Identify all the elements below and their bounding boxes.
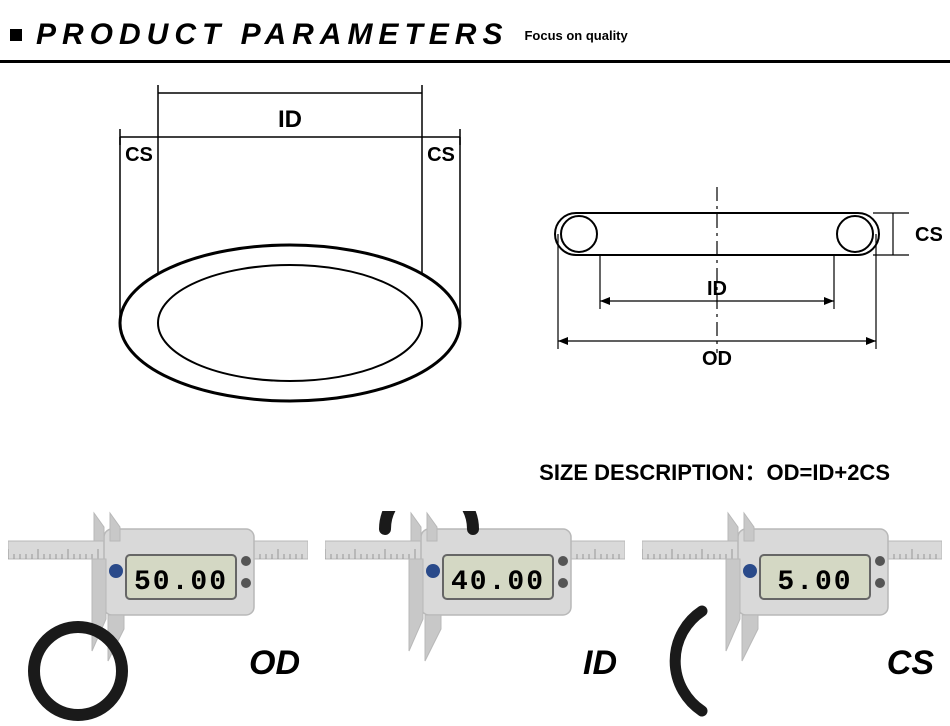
- caliper-jaw-inside-moving: [744, 513, 754, 541]
- caliper-svg: 40.00: [325, 511, 625, 721]
- diagram-area: ID CS CS CS ID OD: [0, 63, 950, 463]
- bullet-icon: [10, 29, 22, 41]
- id-label-cross: ID: [707, 278, 727, 300]
- brand-badge-icon: [743, 564, 757, 578]
- caliper-jaw-fixed: [726, 559, 740, 651]
- caliper-button-icon: [241, 556, 251, 566]
- diagram-svg: ID CS CS CS ID OD: [0, 63, 950, 463]
- caliper-jaw-inside-moving: [110, 513, 120, 541]
- caliper-button-icon: [241, 578, 251, 588]
- caliper-svg: 5.00: [642, 511, 942, 721]
- cross-section-left-circle: [561, 216, 597, 252]
- caliper-jaw-inside-moving: [427, 513, 437, 541]
- calipers-row: 50.00 OD 40.00 ID 5.00 CS: [0, 511, 950, 721]
- caliper-measure-label: CS: [887, 644, 934, 683]
- cs-label-right: CS: [427, 144, 455, 166]
- caliper-reading: 50.00: [134, 567, 228, 598]
- id-label-left: ID: [278, 106, 302, 133]
- page-title: PRODUCT PARAMETERS: [36, 18, 508, 52]
- caliper-jaw-inside-fixed: [411, 513, 421, 541]
- caliper-button-icon: [875, 578, 885, 588]
- cs-label-cross: CS: [915, 224, 943, 246]
- oring-inner-ellipse: [158, 265, 422, 381]
- caliper-svg: 50.00: [8, 511, 308, 721]
- caliper-jaw-moving: [742, 615, 758, 661]
- caliper-button-icon: [875, 556, 885, 566]
- oring-sample: [34, 627, 122, 715]
- caliper-measure-label: ID: [583, 644, 617, 683]
- cs-label-left: CS: [125, 144, 153, 166]
- brand-badge-icon: [426, 564, 440, 578]
- page-subtitle: Focus on quality: [524, 28, 627, 43]
- od-label-cross: OD: [702, 348, 732, 370]
- caliper-jaw-inside-fixed: [728, 513, 738, 541]
- caliper-jaw-fixed: [409, 559, 423, 651]
- caliper-measure-label: OD: [249, 644, 300, 683]
- caliper-cell: 5.00 CS: [642, 511, 942, 721]
- cross-section-right-circle: [837, 216, 873, 252]
- caliper-reading: 40.00: [451, 567, 545, 598]
- brand-badge-icon: [109, 564, 123, 578]
- caliper-button-icon: [558, 556, 568, 566]
- caliper-button-icon: [558, 578, 568, 588]
- header-bar: PRODUCT PARAMETERS Focus on quality: [0, 0, 950, 63]
- caliper-reading: 5.00: [777, 567, 852, 598]
- caliper-jaw-moving: [425, 615, 441, 661]
- oring-outer-ellipse: [120, 245, 460, 401]
- caliper-cell: 40.00 ID: [325, 511, 625, 721]
- caliper-jaw-inside-fixed: [94, 513, 104, 541]
- oring-sample: [675, 611, 702, 711]
- caliper-cell: 50.00 OD: [8, 511, 308, 721]
